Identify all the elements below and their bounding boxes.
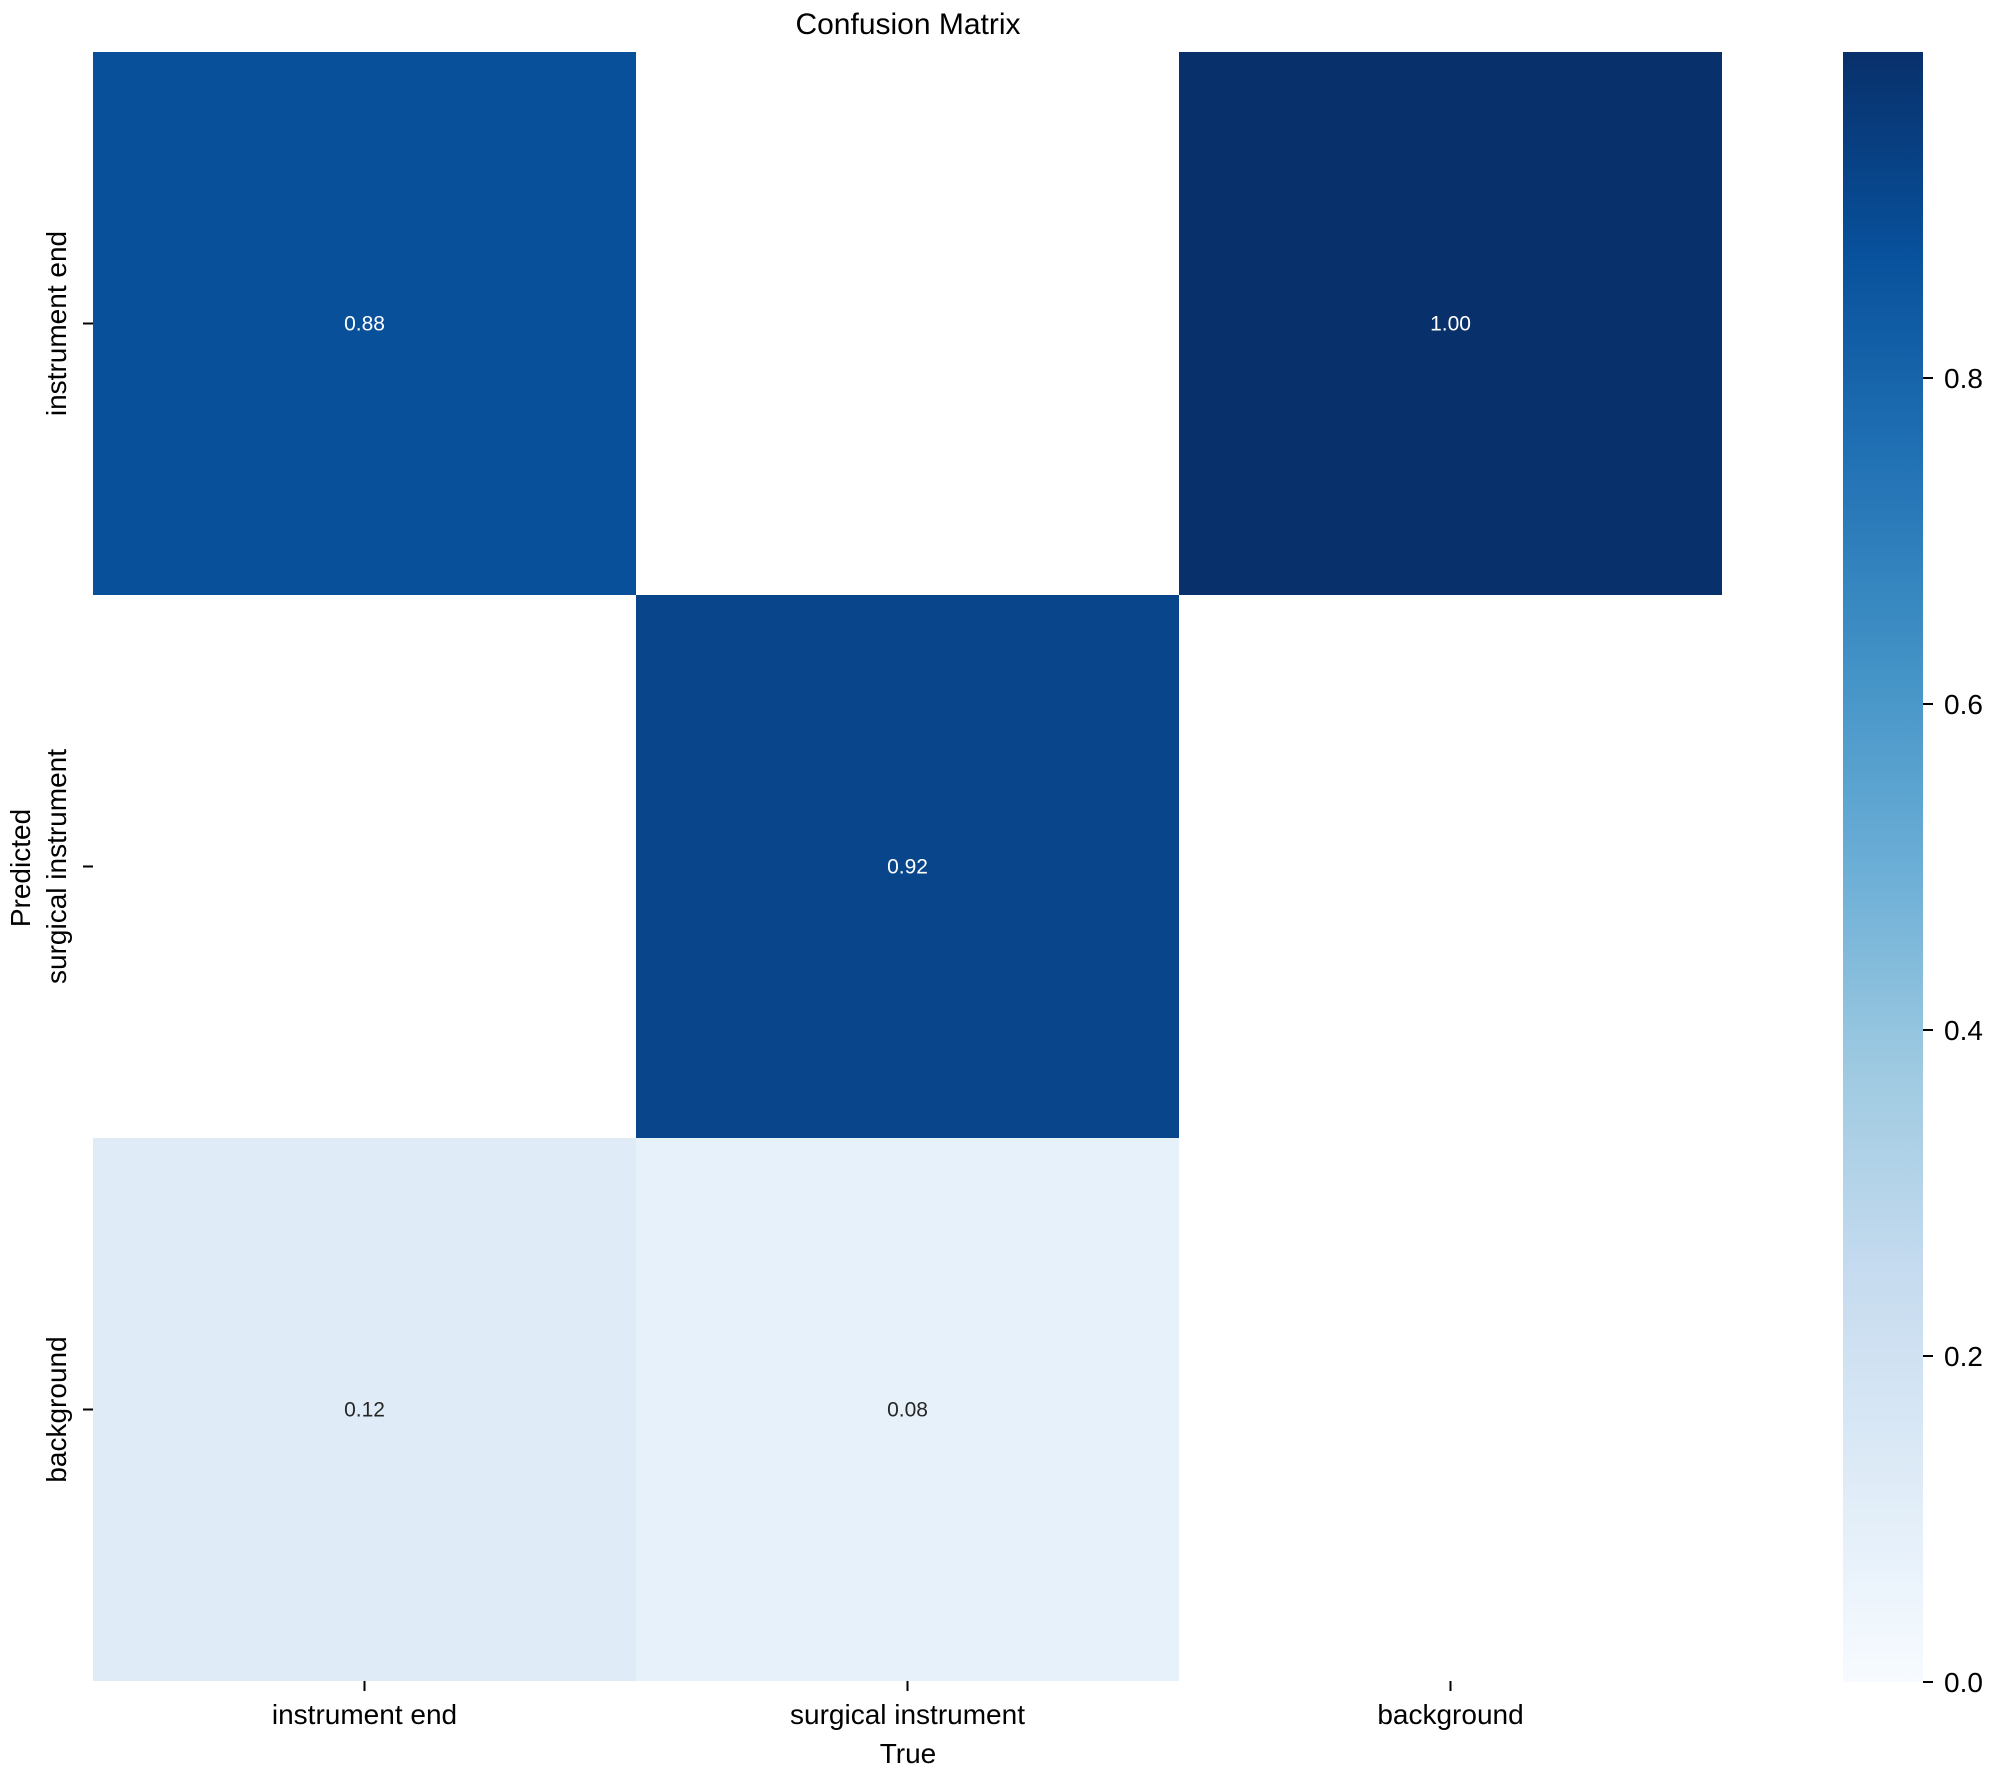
x-axis-label: True [880, 1738, 937, 1769]
heatmap-annotations: 0.88 1.00 0.92 0.12 0.08 [344, 313, 1471, 1422]
y-axis: instrument end surgical instrument backgro… [41, 231, 93, 1483]
x-tick-label: surgical instrument [790, 1699, 1025, 1730]
heatmap-cell [636, 1138, 1179, 1681]
chart-title: Confusion Matrix [795, 8, 1020, 41]
y-axis-label: Predicted [5, 809, 36, 927]
colorbar-tick-label: 0.2 [1944, 1341, 1983, 1372]
x-tick-label: background [1377, 1699, 1523, 1730]
cell-value-label: 1.00 [1430, 313, 1471, 336]
y-tick-label: instrument end [41, 231, 72, 416]
colorbar-tick-label: 0.6 [1944, 689, 1983, 720]
y-tick-label: background [41, 1336, 72, 1482]
y-tick-label: surgical instrument [41, 749, 72, 984]
cell-value-label: 0.08 [887, 1399, 928, 1422]
colorbar-tick-label: 0.8 [1944, 363, 1983, 394]
x-tick-label: instrument end [272, 1699, 457, 1730]
cell-value-label: 0.88 [344, 313, 385, 336]
heatmap-cell [93, 1138, 636, 1681]
colorbar-tick-label: 0.4 [1944, 1015, 1983, 1046]
heatmap-cell [93, 52, 636, 595]
cell-value-label: 0.92 [887, 856, 928, 879]
cell-value-label: 0.12 [344, 1399, 385, 1422]
heatmap-cell [636, 595, 1179, 1138]
x-axis: instrument end surgical instrument backgro… [272, 1681, 1524, 1730]
colorbar-ticks: 0.0 0.2 0.4 0.6 0.8 [1923, 363, 1983, 1698]
heatmap-cell [1179, 52, 1722, 595]
colorbar [1843, 52, 1923, 1682]
colorbar-tick-label: 0.0 [1944, 1667, 1983, 1698]
heatmap-cells [93, 52, 1722, 1681]
